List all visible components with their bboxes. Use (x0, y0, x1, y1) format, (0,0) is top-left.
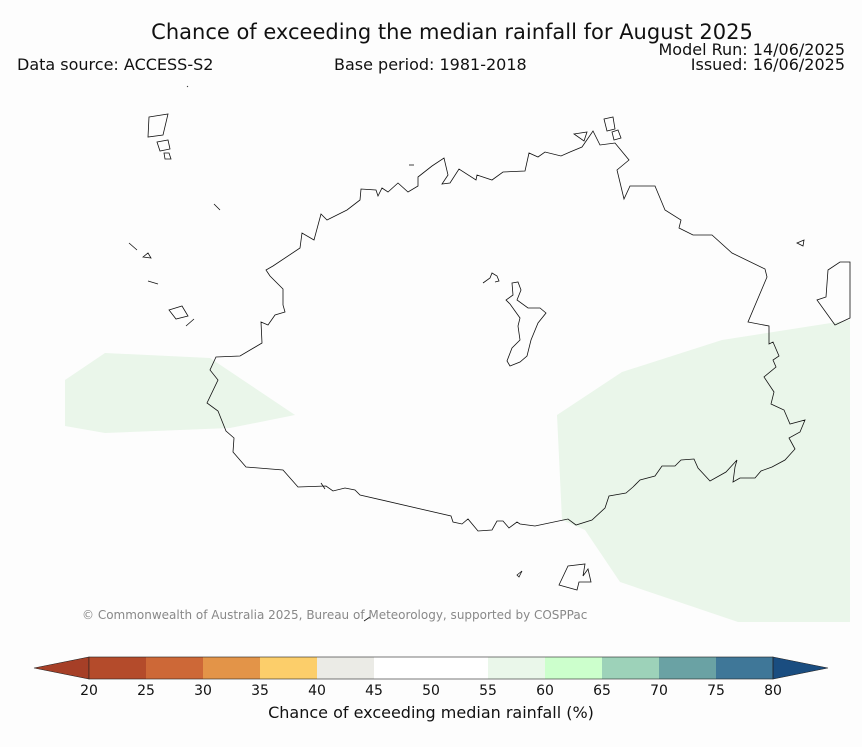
issued-label: Issued: 16/06/2025 (690, 55, 845, 74)
colorbar-tick-label: 25 (137, 683, 155, 699)
colorbar-border (88, 656, 774, 680)
main-island-outline (206, 130, 806, 532)
colorbar-tick-label: 20 (80, 683, 98, 699)
colorbar-segment (431, 657, 488, 679)
colorbar-segment (89, 657, 146, 679)
colorbar-segment (203, 657, 260, 679)
inner-islet (482, 272, 500, 284)
colorbar-segment (659, 657, 716, 679)
colorbar-tick-label: 55 (479, 683, 497, 699)
map-title: Chance of exceeding the median rainfall … (151, 20, 753, 44)
colorbar-segment (374, 657, 431, 679)
model-run-label: Model Run: 14/06/2025 (658, 40, 846, 59)
colorbar-tick-label: 65 (593, 683, 611, 699)
colorbar-tick-label: 40 (308, 683, 326, 699)
colorbar-tick-label: 30 (194, 683, 212, 699)
colorbar-segment (716, 657, 773, 679)
colorbar-label: Chance of exceeding median rainfall (%) (268, 703, 594, 722)
shaded-region-west (65, 353, 295, 433)
colorbar-segment (602, 657, 659, 679)
shaded-region-east (557, 320, 850, 622)
data-source-label: Data source: ACCESS-S2 (17, 55, 214, 74)
colorbar-segment (317, 657, 374, 679)
colorbar-tick-label: 35 (251, 683, 269, 699)
colorbar-tick-label: 45 (365, 683, 383, 699)
colorbar-segment (488, 657, 545, 679)
colorbar-segment (146, 657, 203, 679)
colorbar-tick-label: 70 (650, 683, 668, 699)
colorbar: 20 25 30 35 40 45 50 55 60 65 70 75 80 (33, 656, 829, 699)
colorbar-tick-label: 60 (536, 683, 554, 699)
colorbar-tick-label: 75 (707, 683, 725, 699)
small-islands (128, 85, 851, 622)
copyright-notice: © Commonwealth of Australia 2025, Bureau… (82, 608, 588, 622)
colorbar-tick-label: 50 (422, 683, 440, 699)
colorbar-extend-low (33, 656, 90, 680)
colorbar-segment (260, 657, 317, 679)
map-panel (65, 85, 851, 622)
base-period-label: Base period: 1981-2018 (334, 55, 527, 74)
colorbar-extend-high (772, 656, 829, 680)
colorbar-segment (545, 657, 602, 679)
colorbar-tick-label: 80 (764, 683, 782, 699)
inner-island-outline (505, 281, 547, 367)
